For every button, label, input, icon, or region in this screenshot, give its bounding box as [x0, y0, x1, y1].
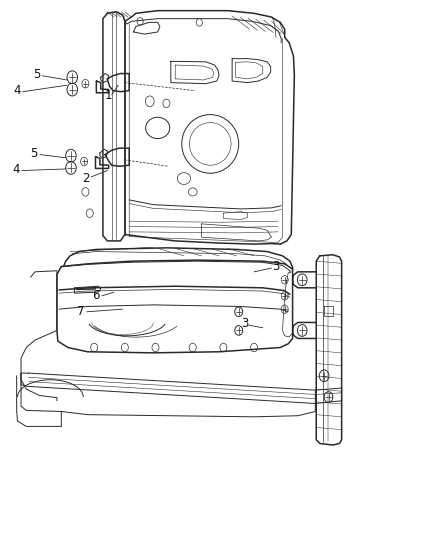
- Text: 7: 7: [77, 305, 85, 318]
- Text: 5: 5: [33, 68, 40, 81]
- Text: 6: 6: [92, 289, 100, 302]
- Text: 2: 2: [81, 172, 89, 185]
- Text: 5: 5: [31, 147, 38, 160]
- Text: 1: 1: [105, 90, 113, 102]
- Text: 3: 3: [241, 317, 248, 330]
- Text: 4: 4: [12, 163, 20, 176]
- Text: 3: 3: [272, 260, 279, 273]
- Text: 4: 4: [14, 84, 21, 97]
